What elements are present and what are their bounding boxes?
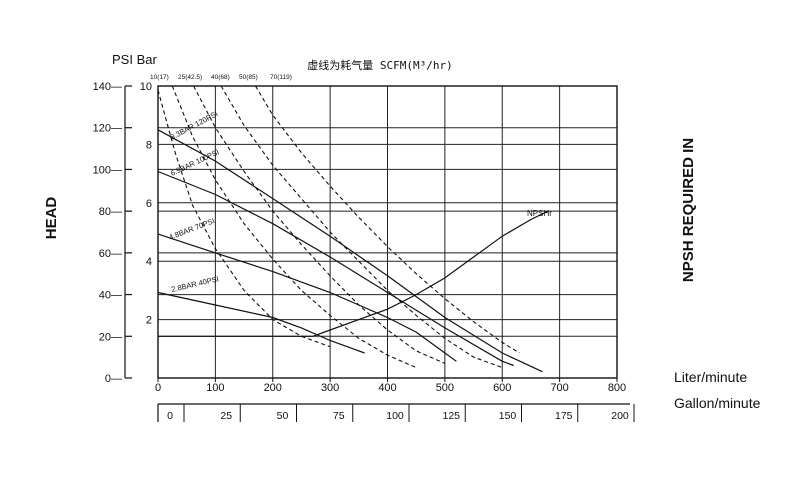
- x-primary-tick-label: 600: [493, 382, 511, 394]
- x-primary-tick-label: 800: [608, 382, 626, 394]
- y-psi-tick-label: 100—: [93, 164, 122, 176]
- npsh-curve: NPSHr: [158, 209, 552, 337]
- air-consumption-curve: [157, 90, 331, 348]
- x-primary-tick-label: 700: [550, 382, 568, 394]
- pressure-curve: [157, 233, 457, 362]
- x-secondary-axis: 0 25 50 75 100 125 150 175 200: [157, 403, 635, 422]
- x-primary-tick-label: 100: [206, 382, 224, 394]
- units-label: PSI Bar: [112, 52, 157, 67]
- y-bar-tick-label: 2: [146, 315, 152, 327]
- air-consumption-label: 70(119): [270, 74, 292, 81]
- left-axis-label: HEAD: [43, 197, 60, 240]
- x-secondary-tick-label: 175: [555, 410, 573, 422]
- x-primary-label: Liter/minute: [674, 369, 747, 385]
- air-labels: 10(17) 25(42.5) 40(68) 50(85) 70(119): [150, 74, 292, 81]
- air-consumption-curve: [255, 85, 520, 354]
- pressure-curve: [157, 170, 514, 367]
- air-consumption-label: 40(68): [211, 74, 230, 81]
- chart-title: 虚线为耗气量 SCFM(M³/hr): [307, 58, 452, 72]
- x-primary-axis: 0 100 200 300 400 500 600 700 800: [155, 378, 626, 394]
- y-psi-tick-label: 120—: [93, 123, 122, 135]
- x-secondary-tick-label: 100: [386, 410, 404, 422]
- x-secondary-tick-label: 75: [333, 410, 345, 422]
- air-consumption-label: 50(85): [239, 74, 258, 81]
- y-psi-tick-label: 40—: [99, 290, 122, 302]
- y-bar-tick-label: 6: [146, 198, 152, 210]
- x-secondary-label: Gallon/minute: [674, 395, 761, 411]
- y-psi-tick-label: 80—: [99, 206, 122, 218]
- x-secondary-tick-label: 0: [167, 410, 173, 422]
- y-psi-tick-label: 140—: [93, 81, 122, 93]
- air-consumption-label: 25(42.5): [178, 74, 202, 81]
- x-primary-tick-label: 500: [436, 382, 454, 394]
- y-psi-tick-label: 60—: [99, 248, 122, 260]
- pressure-curve: [157, 129, 543, 373]
- x-primary-tick-label: 200: [264, 382, 282, 394]
- npsh-curve-label: NPSHr: [527, 209, 552, 218]
- y-bar-tick-label: 4: [146, 256, 152, 268]
- x-primary-tick-label: 300: [321, 382, 339, 394]
- x-primary-tick-label: 0: [155, 382, 161, 394]
- right-axis-label: NPSH REQUIRED IN: [680, 138, 697, 282]
- y-bar-tick-label: 8: [146, 139, 152, 151]
- air-consumption-curve: [171, 85, 417, 369]
- x-secondary-tick-label: 125: [442, 410, 460, 422]
- pressure-curve-label: 2.8BAR 40PSI: [170, 274, 219, 294]
- y-bar-tick-label: 10: [140, 81, 152, 93]
- x-primary-tick-label: 400: [378, 382, 396, 394]
- pressure-curve-label: 8.3BAR 120PSI: [169, 109, 220, 142]
- y-psi-tick-label: 20—: [99, 331, 122, 343]
- air-consumption-curves: [157, 85, 520, 369]
- air-consumption-label: 10(17): [150, 74, 169, 81]
- x-secondary-tick-label: 50: [277, 410, 289, 422]
- x-secondary-tick-label: 25: [220, 410, 232, 422]
- pressure-curve: [157, 291, 365, 354]
- pressure-curve-label: 4.8BAR 70PSI: [167, 216, 215, 242]
- y-psi-tick-label: 0—: [105, 373, 122, 385]
- npsh-curve-line: [158, 210, 549, 337]
- air-consumption-curve: [220, 85, 503, 369]
- x-secondary-tick-label: 200: [611, 410, 629, 422]
- y-psi-axis: 0— 20— 40— 60— 80— 100— 120— 140—: [93, 81, 132, 385]
- x-secondary-tick-label: 150: [499, 410, 517, 422]
- gridlines: [157, 85, 618, 379]
- pressure-curve-label: 6.9BAR 100PSI: [169, 147, 220, 177]
- air-consumption-curve: [193, 85, 446, 364]
- y-bar-axis: 2 4 6 8 10: [140, 81, 152, 327]
